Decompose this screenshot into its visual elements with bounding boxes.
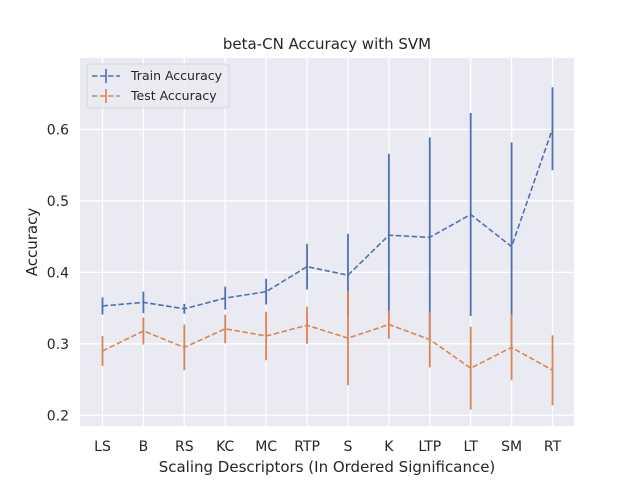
x-tick-label: KC	[216, 439, 234, 455]
series-layer	[101, 87, 554, 410]
legend-box	[86, 63, 230, 109]
x-tick-label: LS	[94, 439, 111, 455]
legend-test-label: Test Accuracy	[130, 88, 217, 103]
x-tick-label: MC	[255, 439, 277, 455]
x-tick-label: RT	[544, 439, 562, 455]
series-line	[102, 128, 554, 310]
x-axis-title: Scaling Descriptors (In Ordered Signific…	[159, 458, 496, 476]
y-tick-labels: 0.2 0.3 0.4 0.5 0.6	[47, 122, 69, 424]
x-tick-label: K	[384, 439, 394, 455]
x-tick-label: B	[139, 439, 149, 455]
x-tick-label: SM	[501, 439, 522, 455]
series-line	[102, 323, 553, 371]
x-tick-label: S	[344, 439, 353, 455]
y-tick-label: 0.6	[47, 122, 69, 138]
y-tick-label: 0.4	[47, 265, 69, 281]
plot-area	[80, 58, 574, 426]
y-tick-label: 0.2	[47, 408, 69, 424]
chart-title: beta-CN Accuracy with SVM	[223, 35, 431, 53]
x-tick-label: LTP	[418, 439, 441, 455]
legend-train-label: Train Accuracy	[130, 68, 223, 83]
series-test	[101, 290, 554, 410]
x-tick-label: RTP	[294, 439, 320, 455]
x-tick-label: RS	[175, 439, 194, 455]
x-tick-label: LT	[463, 439, 478, 455]
legend: Train Accuracy Test Accuracy	[86, 63, 230, 109]
y-tick-label: 0.3	[47, 337, 69, 353]
x-tick-labels: LS B RS KC MC RTP S K LTP LT SM RT	[94, 439, 561, 455]
y-tick-label: 0.5	[47, 194, 69, 210]
y-axis-title: Accuracy	[23, 208, 41, 277]
